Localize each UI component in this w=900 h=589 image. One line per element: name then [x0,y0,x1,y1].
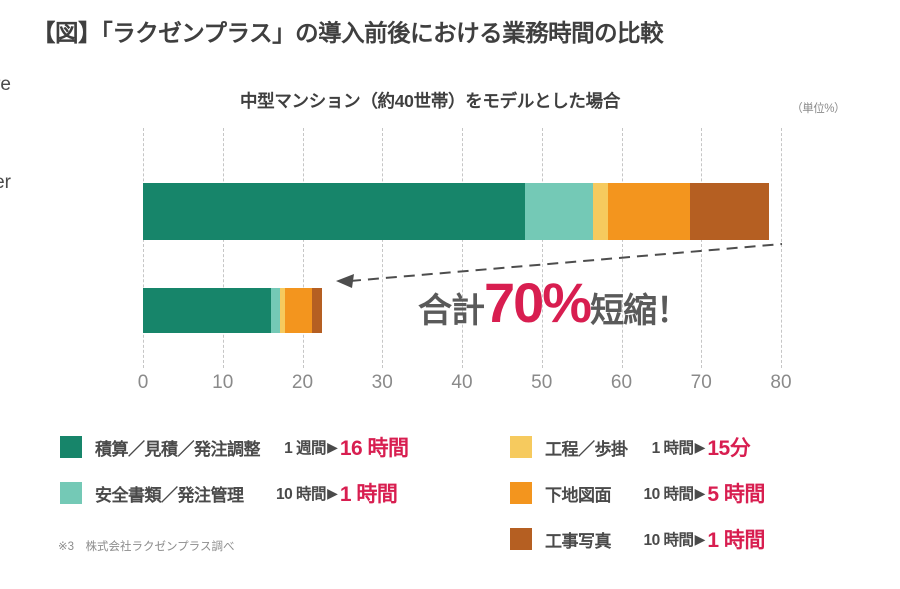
legend-value-after: 1 時間 [707,529,765,552]
gridline-70 [701,128,703,368]
bar-segment[interactable] [525,183,593,240]
x-tick-label-60: 60 [610,372,633,393]
legend-item[interactable]: 工事写真 10 時間 ▶ 1 時間 [510,516,765,562]
legend-value-before: 1 週間 [284,440,327,457]
legend-column-right: 工程／歩掛 1 時間 ▶ 15分 下地図面 10 時間 ▶ 5 時間 工事写真 10 時間 ▶ 1 時… [510,424,765,562]
chart-subtitle: 中型マンション（約40世帯）をモデルとした場合 [239,91,621,111]
legend-item[interactable]: 安全書類／発注管理 10 時間 ▶ 1 時間 [60,470,409,516]
x-tick-label-40: 40 [451,372,473,393]
legend-arrow-icon: ▶ [694,530,706,547]
bar-segment[interactable] [690,183,769,240]
legend-item-label: 工程／歩掛 [545,439,628,459]
legend-value-after: 16 時間 [339,437,409,460]
annotation-suffix: 短縮！ [590,292,690,330]
stacked-bar-before[interactable] [143,183,769,240]
x-tick-label-0: 0 [137,372,149,393]
legend-item-label: 下地図面 [545,485,611,505]
bar-segment[interactable] [270,288,281,333]
legend-value-before: 10 時間 [276,486,327,503]
legend-arrow-icon: ▶ [694,438,706,455]
legend-item[interactable]: 工程／歩掛 1 時間 ▶ 15分 [510,424,765,470]
footnote: ※3 株式会社ラクゼンプラス調べ [58,541,235,553]
page-title: 【図】「ラクゼンプラス」の導入前後における業務時間の比較 [32,20,664,46]
legend-value-before: 1 時間 [651,440,694,457]
legend-item-label: 安全書類／発注管理 [95,485,244,505]
legend-arrow-icon: ▶ [694,484,706,501]
legend-value-after: 15分 [707,437,751,460]
chart-legend: 積算／見積／発注調整 1 週間 ▶ 16 時間 安全書類／発注管理 10 時間 ▶ 1 時間 … [60,424,860,552]
x-tick-label-10: 10 [212,372,234,393]
bar-segment[interactable] [280,288,285,333]
bar-segment[interactable] [592,183,608,240]
x-tick-label-50: 50 [531,372,553,393]
gridline-20 [302,128,304,368]
legend-color-swatch [510,436,532,458]
legend-color-swatch [510,528,532,550]
legend-column-left: 積算／見積／発注調整 1 週間 ▶ 16 時間 安全書類／発注管理 10 時間 ▶ 1 時間 [60,424,409,516]
chart-x-axis: 0 10 20 30 40 50 60 70 80 [138,372,792,400]
stacked-bar-after[interactable] [143,288,323,333]
gridline-80 [781,128,782,368]
gridline-10 [222,128,224,368]
axis-category-label-before: Before [0,74,11,95]
legend-value-after: 1 時間 [339,483,398,506]
bar-segment[interactable] [312,288,323,333]
legend-item[interactable]: 下地図面 10 時間 ▶ 5 時間 [510,470,765,516]
legend-item[interactable]: 積算／見積／発注調整 1 週間 ▶ 16 時間 [60,424,409,470]
chart-unit-note: （単位%） [791,103,845,115]
gridline-0 [143,128,144,368]
legend-color-swatch [60,482,82,504]
annotation-summary: 合計 70% 短縮！ [418,271,690,334]
x-tick-label-80: 80 [770,372,792,393]
bar-segment[interactable] [143,288,271,333]
bar-segment[interactable] [284,288,313,333]
legend-item-label: 工事写真 [545,531,611,551]
legend-arrow-icon: ▶ [327,438,338,455]
gridline-30 [382,128,384,368]
legend-item-label: 積算／見積／発注調整 [95,439,261,459]
axis-category-label-after: After [0,172,11,193]
legend-color-swatch [60,436,82,458]
legend-value-after: 5 時間 [707,483,765,506]
x-tick-label-20: 20 [291,372,314,393]
gridline-60 [621,128,623,368]
gridline-40 [462,128,463,368]
legend-arrow-icon: ▶ [327,484,338,501]
legend-value-before: 10 時間 [643,532,695,549]
x-tick-label-70: 70 [690,372,712,393]
bar-segment[interactable] [143,183,525,240]
chart-plot-area [143,128,782,368]
legend-color-swatch [510,482,532,504]
annotation-value: 70% [484,271,592,334]
bar-segment[interactable] [607,183,691,240]
annotation-prefix: 合計 [418,292,485,330]
x-tick-label-30: 30 [371,372,393,393]
legend-value-before: 10 時間 [643,486,695,503]
